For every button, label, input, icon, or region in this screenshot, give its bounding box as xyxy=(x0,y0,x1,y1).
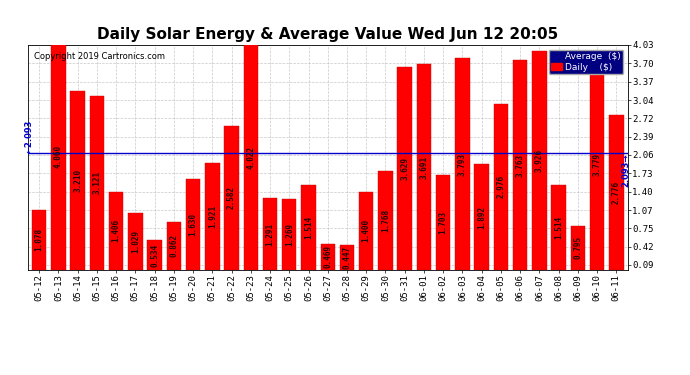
Text: 2.093→: 2.093→ xyxy=(622,153,631,186)
Bar xyxy=(90,96,104,270)
Text: 0.469: 0.469 xyxy=(323,245,333,268)
Bar xyxy=(205,163,219,270)
Text: 1.630: 1.630 xyxy=(188,213,197,236)
Bar xyxy=(302,186,316,270)
Bar xyxy=(51,44,66,270)
Bar xyxy=(609,115,624,270)
Text: 3.793: 3.793 xyxy=(458,153,467,176)
Bar xyxy=(475,164,489,270)
Text: 3.121: 3.121 xyxy=(92,171,101,195)
Bar xyxy=(109,192,124,270)
Text: 0.534: 0.534 xyxy=(150,243,159,267)
Bar xyxy=(166,222,181,270)
Text: 1.078: 1.078 xyxy=(34,228,43,252)
Text: 0.795: 0.795 xyxy=(573,236,582,260)
Bar xyxy=(339,245,354,270)
Bar xyxy=(397,68,412,270)
Bar xyxy=(321,244,335,270)
Text: 0.862: 0.862 xyxy=(169,234,178,258)
Text: 1.514: 1.514 xyxy=(554,216,563,239)
Bar xyxy=(224,126,239,270)
Bar xyxy=(148,240,161,270)
Title: Daily Solar Energy & Average Value Wed Jun 12 20:05: Daily Solar Energy & Average Value Wed J… xyxy=(97,27,558,42)
Text: 1.400: 1.400 xyxy=(362,219,371,243)
Legend: Average  ($), Daily    ($): Average ($), Daily ($) xyxy=(549,50,623,74)
Bar xyxy=(244,45,258,270)
Text: 2.776: 2.776 xyxy=(612,181,621,204)
Text: 3.691: 3.691 xyxy=(420,155,428,178)
Text: 3.926: 3.926 xyxy=(535,149,544,172)
Bar xyxy=(513,60,527,270)
Text: 1.921: 1.921 xyxy=(208,205,217,228)
Bar xyxy=(494,104,508,270)
Bar xyxy=(455,58,470,270)
Text: 2.582: 2.582 xyxy=(227,186,236,210)
Text: 1.029: 1.029 xyxy=(131,230,140,253)
Text: 2.976: 2.976 xyxy=(496,176,505,198)
Text: 1.703: 1.703 xyxy=(439,211,448,234)
Bar xyxy=(282,199,297,270)
Bar xyxy=(532,51,546,270)
Bar xyxy=(186,179,200,270)
Text: 1.406: 1.406 xyxy=(112,219,121,242)
Text: 3.210: 3.210 xyxy=(73,169,82,192)
Text: Copyright 2019 Cartronics.com: Copyright 2019 Cartronics.com xyxy=(34,52,165,61)
Bar xyxy=(436,175,451,270)
Bar xyxy=(417,64,431,270)
Bar xyxy=(359,192,373,270)
Bar xyxy=(128,213,143,270)
Text: 1.514: 1.514 xyxy=(304,216,313,239)
Bar xyxy=(571,226,585,270)
Bar xyxy=(590,59,604,270)
Text: ←2.093: ←2.093 xyxy=(25,120,34,153)
Text: 0.447: 0.447 xyxy=(342,246,351,269)
Text: 3.629: 3.629 xyxy=(400,157,409,180)
Text: 4.060: 4.060 xyxy=(54,145,63,168)
Text: 1.768: 1.768 xyxy=(381,209,390,232)
Bar xyxy=(263,198,277,270)
Bar xyxy=(551,186,566,270)
Bar xyxy=(378,171,393,270)
Text: 3.779: 3.779 xyxy=(593,153,602,176)
Bar xyxy=(70,91,85,270)
Text: 3.763: 3.763 xyxy=(515,153,524,177)
Text: 1.892: 1.892 xyxy=(477,206,486,229)
Bar xyxy=(32,210,46,270)
Text: 1.291: 1.291 xyxy=(266,222,275,246)
Text: 4.022: 4.022 xyxy=(246,146,255,169)
Text: 1.269: 1.269 xyxy=(285,223,294,246)
